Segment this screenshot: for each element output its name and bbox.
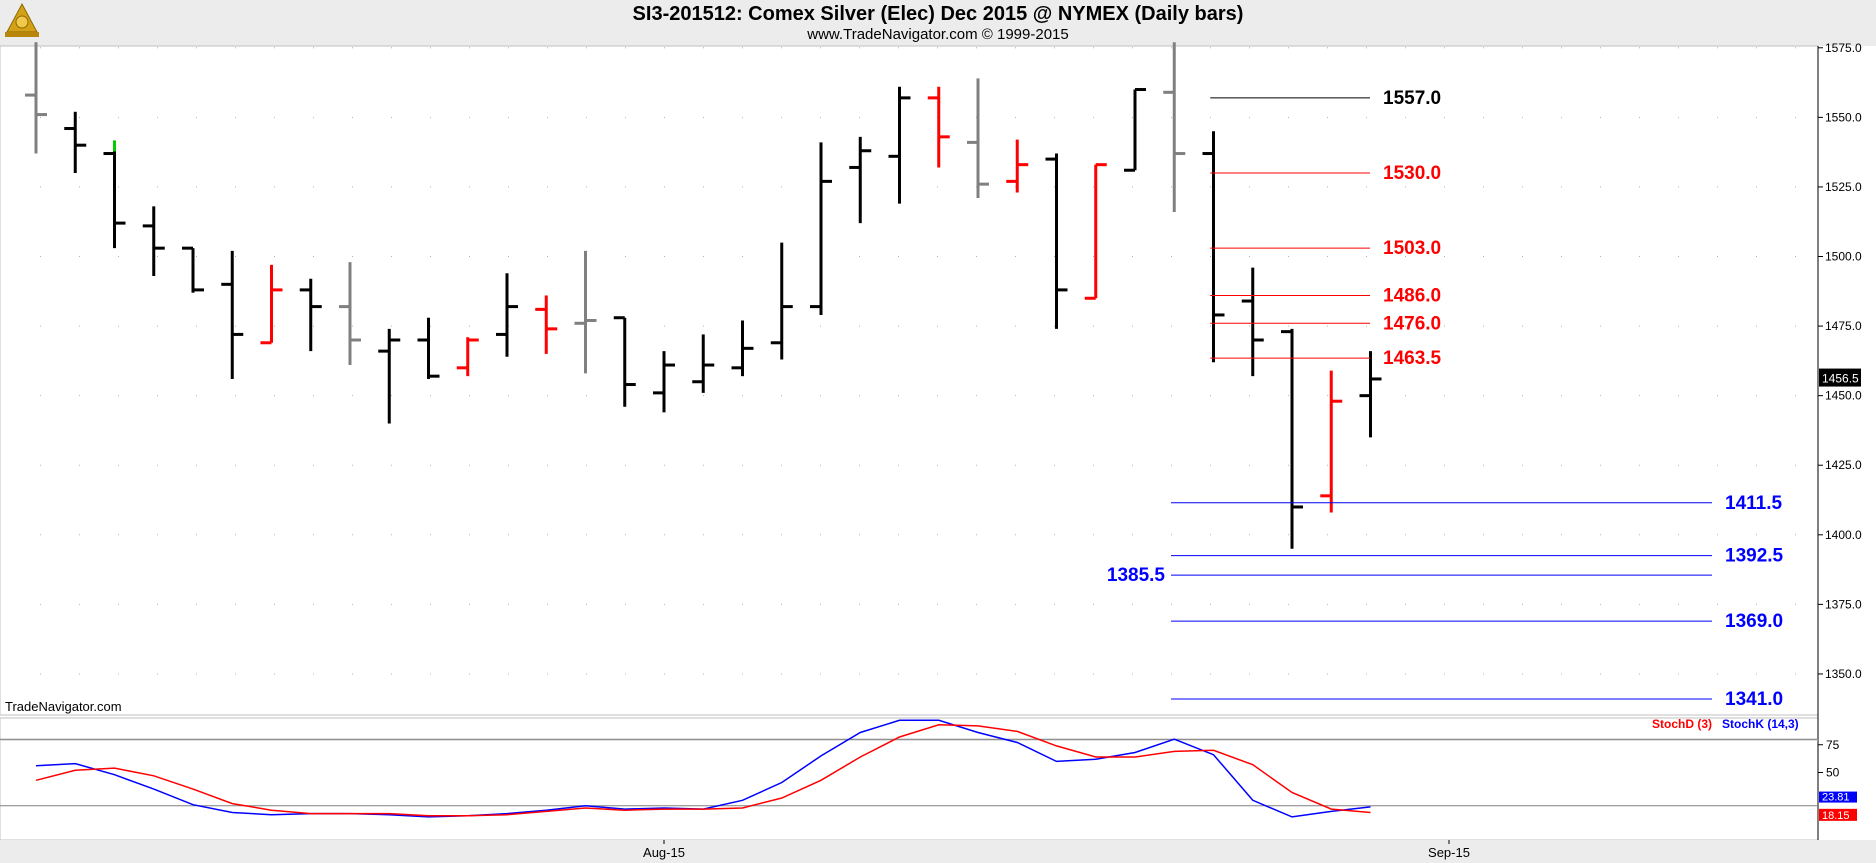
ohlc-bar xyxy=(378,328,401,424)
last-price-label: 1456.5 xyxy=(1822,372,1859,386)
chart-title: SI3-201512: Comex Silver (Elec) Dec 2015… xyxy=(632,3,1244,25)
tradenavigator-logo-icon xyxy=(5,2,39,37)
ohlc-bar xyxy=(613,316,636,407)
y-tick-label: 1400.0 xyxy=(1825,528,1862,542)
ohlc-bar xyxy=(967,78,989,199)
level-label: 1503.0 xyxy=(1383,238,1441,259)
ohlc-bar xyxy=(1006,139,1029,193)
ohlc-bar xyxy=(1320,370,1343,513)
legend-stochk: StochK (14,3) xyxy=(1722,717,1799,731)
ohlc-bar xyxy=(1124,88,1146,172)
last-price-box xyxy=(1819,368,1861,387)
chart-header xyxy=(0,0,1876,46)
ohlc-bar xyxy=(731,320,754,377)
ohlc-bar xyxy=(25,42,47,154)
chart-subtitle: www.TradeNavigator.com © 1999-2015 xyxy=(807,26,1069,43)
x-tick-label: Aug-15 xyxy=(643,845,685,860)
ohlc-bar xyxy=(103,140,126,249)
ohlc-bar xyxy=(692,334,715,393)
ohlc-bar xyxy=(888,86,911,204)
y-tick-label: 1425.0 xyxy=(1825,458,1862,472)
stochd-last-label: 18.15 xyxy=(1822,810,1850,822)
ohlc-bar xyxy=(456,337,479,377)
stochk-last-box xyxy=(1819,791,1857,803)
y-tick-label: 1500.0 xyxy=(1825,250,1862,264)
y-tick-label: 1375.0 xyxy=(1825,597,1862,611)
level-label: 1369.0 xyxy=(1725,611,1783,632)
ohlc-bar xyxy=(574,250,597,374)
y-tick-label: 1525.0 xyxy=(1825,180,1862,194)
y-tick-label: 1350.0 xyxy=(1825,667,1862,681)
ohlc-bar xyxy=(810,142,832,315)
x-tick-label: Sep-15 xyxy=(1428,845,1470,860)
right-axis-strip xyxy=(1819,46,1876,840)
ohlc-bar xyxy=(849,136,872,224)
ohlc-bar xyxy=(260,264,283,345)
y-tick-label: 1575.0 xyxy=(1825,41,1862,55)
ohlc-bar xyxy=(1281,328,1303,549)
level-label: 1530.0 xyxy=(1383,163,1441,184)
level-label: 1341.0 xyxy=(1725,689,1783,710)
y-tick-label: 1450.0 xyxy=(1825,389,1862,403)
level-label: 1557.0 xyxy=(1383,88,1441,109)
y-tick-label: 1550.0 xyxy=(1825,110,1862,124)
stochk-last-label: 23.81 xyxy=(1822,792,1850,804)
ohlc-bar xyxy=(1045,153,1068,329)
stoch-line xyxy=(35,724,1371,817)
level-label: 1392.5 xyxy=(1725,546,1784,567)
ohlc-bar xyxy=(1359,351,1382,438)
ohlc-bar xyxy=(64,111,87,174)
ohlc-bar xyxy=(142,206,165,276)
level-label: 1476.0 xyxy=(1383,313,1441,334)
ohlc-bar xyxy=(927,86,950,168)
stoch-panel xyxy=(0,717,1819,841)
ohlc-bar xyxy=(653,351,675,413)
price-panel xyxy=(0,45,1819,716)
level-label: 1463.5 xyxy=(1383,348,1442,369)
ohlc-bar xyxy=(339,262,361,366)
ohlc-bar xyxy=(417,317,440,379)
ohlc-bar xyxy=(221,250,244,379)
ohlc-bar xyxy=(1084,163,1107,300)
watermark-text: TradeNavigator.com xyxy=(5,699,122,714)
stoch-y-tick-label: 75 xyxy=(1826,738,1840,752)
ohlc-bar xyxy=(1163,42,1186,212)
date-axis-strip xyxy=(0,840,1876,863)
ohlc-bar xyxy=(182,246,204,293)
y-tick-label: 1475.0 xyxy=(1825,319,1862,333)
stochd-last-box xyxy=(1819,808,1857,821)
ohlc-bar xyxy=(496,273,518,357)
legend-stochd: StochD (3) xyxy=(1652,717,1712,731)
level-label: 1411.5 xyxy=(1725,493,1782,514)
ohlc-bar xyxy=(770,242,793,360)
ohlc-bar xyxy=(535,295,558,354)
ohlc-bar xyxy=(299,278,322,352)
level-label: 1486.0 xyxy=(1383,285,1441,306)
level-label: 1385.5 xyxy=(1107,565,1166,586)
stoch-y-tick-label: 50 xyxy=(1826,766,1840,780)
